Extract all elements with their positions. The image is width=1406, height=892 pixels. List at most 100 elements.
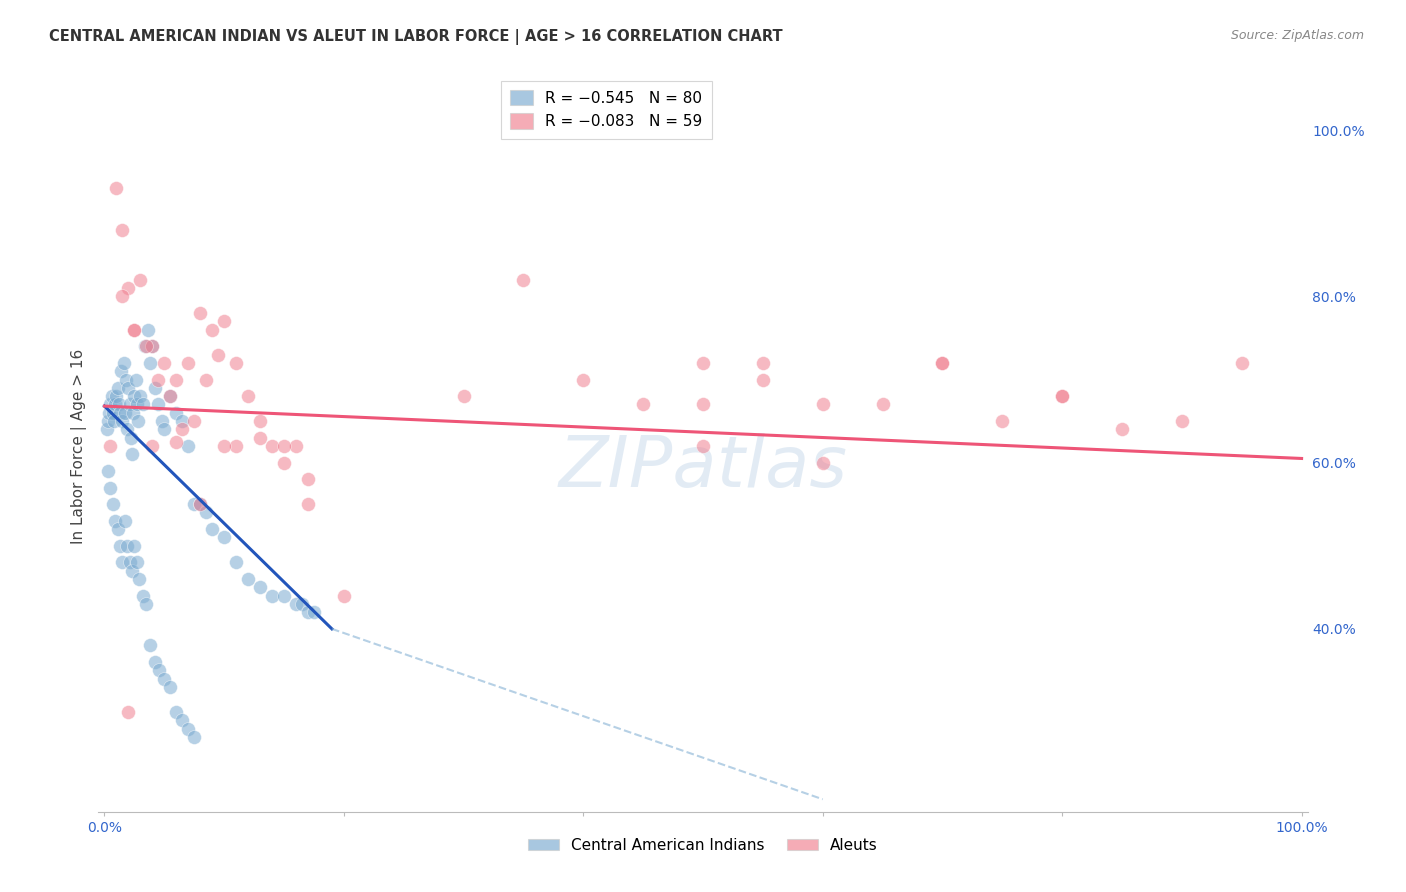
Text: CENTRAL AMERICAN INDIAN VS ALEUT IN LABOR FORCE | AGE > 16 CORRELATION CHART: CENTRAL AMERICAN INDIAN VS ALEUT IN LABO… — [49, 29, 783, 45]
Point — [135, 597, 157, 611]
Point — [188, 306, 211, 320]
Point — [260, 439, 283, 453]
Point — [129, 273, 152, 287]
Point — [103, 414, 125, 428]
Point — [115, 372, 138, 386]
Point — [132, 397, 155, 411]
Point — [1050, 389, 1073, 403]
Point — [124, 389, 146, 403]
Point — [153, 356, 176, 370]
Point — [101, 406, 124, 420]
Point — [139, 356, 162, 370]
Point — [111, 414, 134, 428]
Point — [134, 339, 156, 353]
Point — [201, 522, 224, 536]
Point — [120, 431, 142, 445]
Point — [96, 422, 118, 436]
Point — [124, 539, 146, 553]
Point — [236, 389, 259, 403]
Point — [101, 497, 124, 511]
Point — [752, 356, 775, 370]
Point — [183, 497, 205, 511]
Point — [107, 397, 129, 411]
Point — [129, 389, 152, 403]
Point — [172, 414, 194, 428]
Point — [98, 406, 121, 420]
Point — [1171, 414, 1194, 428]
Point — [692, 356, 714, 370]
Point — [159, 680, 181, 694]
Point — [141, 439, 163, 453]
Point — [128, 572, 150, 586]
Point — [1230, 356, 1253, 370]
Point — [249, 580, 271, 594]
Point — [110, 364, 132, 378]
Point — [148, 397, 170, 411]
Point — [135, 339, 157, 353]
Point — [284, 439, 307, 453]
Point — [631, 397, 654, 411]
Point — [108, 406, 131, 420]
Point — [111, 555, 134, 569]
Point — [159, 389, 181, 403]
Point — [104, 397, 127, 411]
Point — [297, 472, 319, 486]
Point — [297, 497, 319, 511]
Point — [249, 414, 271, 428]
Point — [1050, 389, 1073, 403]
Point — [692, 439, 714, 453]
Point — [108, 539, 131, 553]
Point — [159, 389, 181, 403]
Point — [183, 414, 205, 428]
Point — [114, 406, 136, 420]
Point — [97, 464, 120, 478]
Point — [148, 372, 170, 386]
Point — [141, 339, 163, 353]
Point — [124, 323, 146, 337]
Point — [165, 372, 187, 386]
Point — [165, 406, 187, 420]
Text: ZIPa​tlas: ZIPa​tlas — [558, 434, 848, 502]
Point — [165, 705, 187, 719]
Point — [273, 439, 295, 453]
Point — [991, 414, 1014, 428]
Point — [453, 389, 475, 403]
Point — [692, 397, 714, 411]
Point — [105, 181, 128, 195]
Point — [100, 439, 122, 453]
Point — [97, 414, 120, 428]
Point — [117, 281, 139, 295]
Point — [100, 481, 122, 495]
Point — [212, 530, 235, 544]
Point — [153, 422, 176, 436]
Point — [188, 497, 211, 511]
Point — [177, 356, 200, 370]
Point — [118, 555, 141, 569]
Point — [1111, 422, 1133, 436]
Point — [118, 397, 141, 411]
Point — [121, 564, 143, 578]
Text: Source: ZipAtlas.com: Source: ZipAtlas.com — [1230, 29, 1364, 42]
Point — [141, 339, 163, 353]
Point — [225, 439, 247, 453]
Point — [117, 381, 139, 395]
Point — [225, 356, 247, 370]
Point — [273, 456, 295, 470]
Point — [107, 522, 129, 536]
Point — [291, 597, 314, 611]
Point — [105, 389, 128, 403]
Point — [111, 223, 134, 237]
Point — [297, 605, 319, 619]
Point — [284, 597, 307, 611]
Point — [302, 605, 325, 619]
Point — [333, 589, 356, 603]
Point — [153, 672, 176, 686]
Point — [165, 434, 187, 449]
Point — [117, 705, 139, 719]
Point — [125, 555, 148, 569]
Point — [236, 572, 259, 586]
Point — [127, 414, 149, 428]
Point — [132, 589, 155, 603]
Point — [115, 422, 138, 436]
Point — [114, 514, 136, 528]
